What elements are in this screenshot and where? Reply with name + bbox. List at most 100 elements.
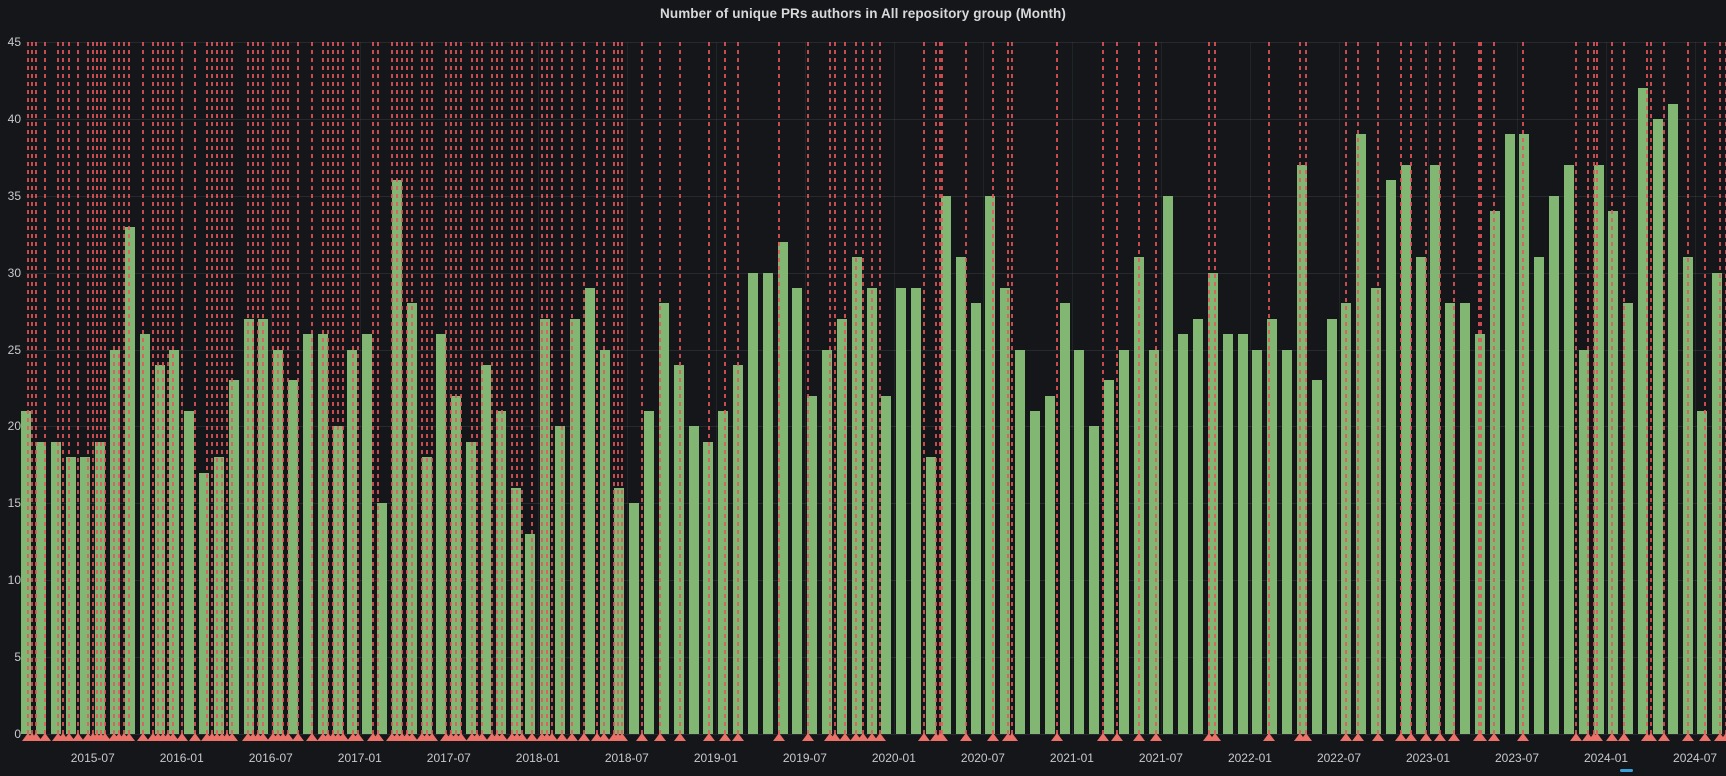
annotation-marker-icon[interactable] bbox=[1097, 733, 1109, 741]
annotation-marker-icon[interactable] bbox=[1420, 733, 1432, 741]
annotation-marker-icon[interactable] bbox=[1720, 733, 1726, 741]
annotation-line[interactable] bbox=[87, 42, 89, 734]
annotation-line[interactable] bbox=[426, 42, 428, 734]
annotation-line[interactable] bbox=[327, 42, 329, 734]
annotation-marker-icon[interactable] bbox=[1658, 733, 1670, 741]
annotation-marker-icon[interactable] bbox=[1263, 733, 1275, 741]
bar[interactable] bbox=[1400, 165, 1411, 734]
annotation-line[interactable] bbox=[834, 42, 836, 734]
annotation-marker-icon[interactable] bbox=[476, 733, 488, 741]
annotation-marker-icon[interactable] bbox=[30, 733, 42, 741]
annotation-marker-icon[interactable] bbox=[39, 733, 51, 741]
annotation-line[interactable] bbox=[679, 42, 681, 734]
annotation-line[interactable] bbox=[167, 42, 169, 734]
bar[interactable] bbox=[1059, 303, 1070, 734]
annotation-marker-icon[interactable] bbox=[566, 733, 578, 741]
annotation-marker-icon[interactable] bbox=[496, 733, 508, 741]
bar[interactable] bbox=[510, 487, 521, 734]
annotation-line[interactable] bbox=[162, 42, 164, 734]
annotation-line[interactable] bbox=[352, 42, 354, 734]
annotation-marker-icon[interactable] bbox=[936, 733, 948, 741]
annotation-line[interactable] bbox=[603, 42, 605, 734]
annotation-marker-icon[interactable] bbox=[874, 733, 886, 741]
annotation-marker-icon[interactable] bbox=[176, 733, 188, 741]
annotation-line[interactable] bbox=[935, 42, 937, 734]
annotation-marker-icon[interactable] bbox=[306, 733, 318, 741]
bar[interactable] bbox=[1652, 118, 1663, 734]
annotation-marker-icon[interactable] bbox=[372, 733, 384, 741]
annotation-line[interactable] bbox=[516, 42, 518, 734]
annotation-marker-icon[interactable] bbox=[455, 733, 467, 741]
bar[interactable] bbox=[1638, 88, 1649, 734]
annotation-line[interactable] bbox=[104, 42, 106, 734]
annotation-marker-icon[interactable] bbox=[226, 733, 238, 741]
bar[interactable] bbox=[110, 349, 121, 734]
annotation-line[interactable] bbox=[1493, 42, 1495, 734]
bar[interactable] bbox=[1282, 349, 1293, 734]
annotation-line[interactable] bbox=[1345, 42, 1347, 734]
annotation-marker-icon[interactable] bbox=[866, 733, 878, 741]
annotation-line[interactable] bbox=[708, 42, 710, 734]
annotation-marker-icon[interactable] bbox=[654, 733, 666, 741]
annotation-line[interactable] bbox=[152, 42, 154, 734]
annotation-line[interactable] bbox=[1208, 42, 1210, 734]
annotation-line[interactable] bbox=[100, 42, 102, 734]
bar[interactable] bbox=[1163, 195, 1174, 734]
annotation-line[interactable] bbox=[1478, 42, 1480, 734]
annotation-line[interactable] bbox=[1305, 42, 1307, 734]
annotation-line[interactable] bbox=[1268, 42, 1270, 734]
annotation-line[interactable] bbox=[965, 42, 967, 734]
annotation-line[interactable] bbox=[247, 42, 249, 734]
bar[interactable] bbox=[881, 395, 892, 734]
annotation-marker-icon[interactable] bbox=[578, 733, 590, 741]
annotation-marker-icon[interactable] bbox=[1006, 733, 1018, 741]
annotation-line[interactable] bbox=[551, 42, 553, 734]
annotation-marker-icon[interactable] bbox=[1434, 733, 1446, 741]
annotation-marker-icon[interactable] bbox=[591, 733, 603, 741]
annotation-line[interactable] bbox=[871, 42, 873, 734]
annotation-line[interactable] bbox=[879, 42, 881, 734]
annotation-line[interactable] bbox=[226, 42, 228, 734]
bar[interactable] bbox=[288, 380, 299, 734]
annotation-marker-icon[interactable] bbox=[189, 733, 201, 741]
annotation-line[interactable] bbox=[1522, 42, 1524, 734]
annotation-marker-icon[interactable] bbox=[292, 733, 304, 741]
bar[interactable] bbox=[1044, 395, 1055, 734]
annotation-line[interactable] bbox=[501, 42, 503, 734]
annotation-line[interactable] bbox=[531, 42, 533, 734]
bar[interactable] bbox=[688, 426, 699, 734]
annotation-marker-icon[interactable] bbox=[918, 733, 930, 741]
annotation-line[interactable] bbox=[123, 42, 125, 734]
annotation-line[interactable] bbox=[194, 42, 196, 734]
annotation-line[interactable] bbox=[35, 42, 37, 734]
bar[interactable] bbox=[1089, 426, 1100, 734]
bar[interactable] bbox=[1578, 349, 1589, 734]
annotation-line[interactable] bbox=[1056, 42, 1058, 734]
annotation-line[interactable] bbox=[282, 42, 284, 734]
bar[interactable] bbox=[1267, 318, 1278, 734]
annotation-line[interactable] bbox=[476, 42, 478, 734]
bar[interactable] bbox=[1207, 272, 1218, 734]
bar[interactable] bbox=[1623, 303, 1634, 734]
bar[interactable] bbox=[1445, 303, 1456, 734]
bar[interactable] bbox=[658, 303, 669, 734]
bar[interactable] bbox=[1356, 134, 1367, 734]
annotation-marker-icon[interactable] bbox=[829, 733, 841, 741]
annotation-line[interactable] bbox=[142, 42, 144, 734]
annotation-line[interactable] bbox=[941, 42, 943, 734]
bar[interactable] bbox=[362, 334, 373, 734]
annotation-line[interactable] bbox=[1138, 42, 1140, 734]
annotation-marker-icon[interactable] bbox=[773, 733, 785, 741]
annotation-line[interactable] bbox=[491, 42, 493, 734]
annotation-line[interactable] bbox=[113, 42, 115, 734]
annotation-line[interactable] bbox=[724, 42, 726, 734]
annotation-line[interactable] bbox=[221, 42, 223, 734]
annotation-marker-icon[interactable] bbox=[1405, 733, 1417, 741]
bar[interactable] bbox=[970, 303, 981, 734]
bar[interactable] bbox=[1178, 334, 1189, 734]
bar[interactable] bbox=[1593, 165, 1604, 734]
annotation-line[interactable] bbox=[778, 42, 780, 734]
annotation-line[interactable] bbox=[862, 42, 864, 734]
annotation-marker-icon[interactable] bbox=[1300, 733, 1312, 741]
annotation-line[interactable] bbox=[1400, 42, 1402, 734]
